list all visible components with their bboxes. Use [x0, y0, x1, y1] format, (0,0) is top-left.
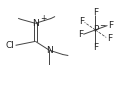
Text: F: F [79, 17, 84, 26]
Text: F: F [93, 43, 98, 52]
Text: −: − [99, 21, 106, 30]
Text: F: F [78, 30, 83, 39]
Text: N: N [46, 46, 53, 55]
Text: N: N [32, 19, 39, 28]
Text: F: F [93, 8, 98, 17]
Text: F: F [108, 21, 113, 30]
Text: F: F [107, 34, 112, 43]
Text: Cl: Cl [6, 41, 15, 50]
Text: +: + [40, 14, 46, 23]
Text: P: P [93, 25, 98, 34]
